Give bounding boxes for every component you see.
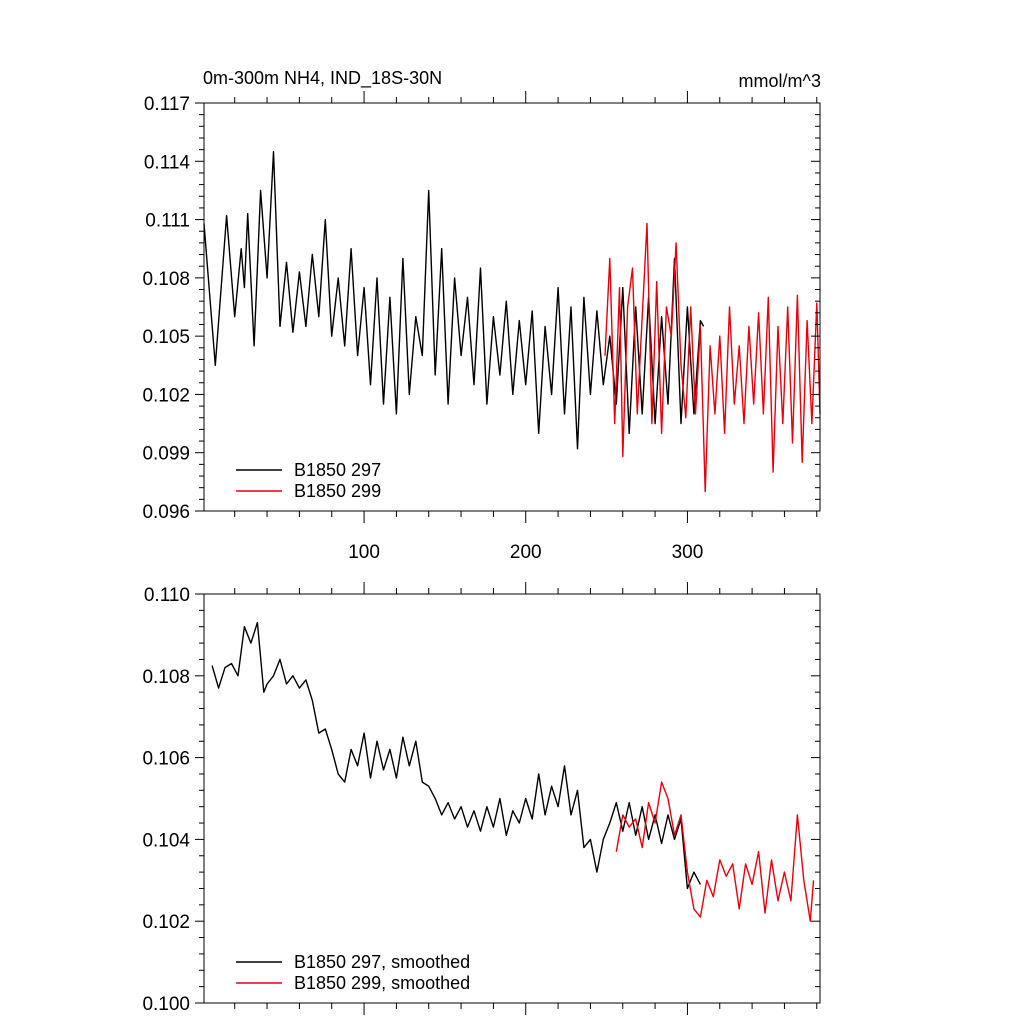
y-tick-label: 0.106 — [142, 749, 190, 770]
y-tick-label: 0.111 — [145, 211, 190, 232]
y-tick-label: 0.114 — [144, 152, 191, 173]
series-line-top-0 — [203, 150, 705, 450]
y-tick-label: 0.117 — [144, 94, 190, 115]
y-tick-label: 0.105 — [142, 327, 190, 348]
bottom-plot-frame — [203, 593, 821, 1004]
top-plot-frame — [203, 102, 821, 512]
series-line-bottom-0 — [211, 621, 702, 890]
legend-label-b1850-299-smoothed: B1850 299, smoothed — [294, 973, 470, 993]
legend-label-b1850-297: B1850 297 — [294, 460, 381, 480]
y-tick-label: 0.102 — [142, 912, 190, 933]
x-tick-label: 300 — [672, 542, 704, 563]
y-tick-label: 0.110 — [144, 585, 190, 606]
y-tick-label: 0.096 — [142, 502, 190, 523]
top-series-group — [203, 150, 821, 493]
bottom-series-group — [211, 621, 815, 922]
bottom-panel: 0.100 0.102 0.104 0.106 0.108 0.110 B1850 297… — [142, 582, 821, 1015]
y-tick-label: 0.100 — [142, 994, 190, 1015]
series-line-bottom-1 — [615, 781, 815, 922]
legend-label-b1850-299: B1850 299 — [294, 481, 381, 501]
x-tick-label: 200 — [510, 542, 542, 563]
legend-label-b1850-297-smoothed: B1850 297, smoothed — [294, 952, 470, 972]
top-axis-ticks: 0.096 0.099 0.102 0.105 0.108 0.111 0.114 0.117… — [142, 91, 820, 563]
chart-title: 0m-300m NH4, IND_18S-30N — [203, 68, 442, 89]
top-legend: B1850 297 B1850 299 — [236, 460, 381, 501]
y-tick-label: 0.099 — [142, 444, 190, 465]
y-tick-label: 0.108 — [142, 269, 190, 290]
y-tick-label: 0.108 — [142, 667, 190, 688]
x-tick-label: 100 — [348, 542, 380, 563]
bottom-legend: B1850 297, smoothed B1850 299, smoothed — [236, 952, 470, 993]
top-panel: 0m-300m NH4, IND_18S-30N mmol/m^3 0.0960… — [142, 68, 821, 563]
bottom-axis-ticks: 0.100 0.102 0.104 0.106 0.108 0.110 — [142, 582, 820, 1015]
series-line-top-1 — [604, 222, 821, 493]
y-tick-label: 0.102 — [142, 385, 190, 406]
y-tick-label: 0.104 — [142, 830, 190, 851]
units-label: mmol/m^3 — [739, 71, 821, 91]
